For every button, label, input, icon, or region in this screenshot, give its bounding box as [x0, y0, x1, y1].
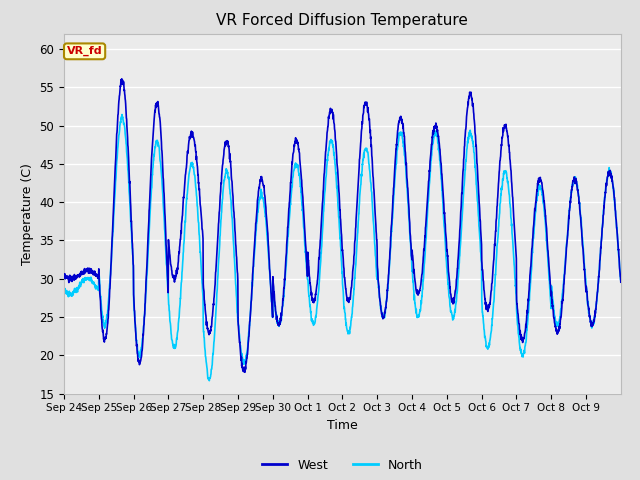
- West: [116, 92, 124, 98]
- West: [60, 271, 68, 277]
- North: [617, 277, 625, 283]
- West: [236, 343, 244, 348]
- X-axis label: Time: Time: [327, 419, 358, 432]
- North: [542, 228, 550, 234]
- North: [60, 287, 68, 292]
- Line: North: North: [64, 115, 621, 381]
- Title: VR Forced Diffusion Temperature: VR Forced Diffusion Temperature: [216, 13, 468, 28]
- West: [609, 185, 617, 191]
- North: [376, 300, 384, 305]
- North: [118, 112, 126, 118]
- North: [609, 184, 617, 190]
- West: [241, 370, 249, 375]
- Y-axis label: Temperature (C): Temperature (C): [21, 163, 34, 264]
- North: [116, 127, 124, 132]
- North: [205, 378, 213, 384]
- West: [542, 218, 550, 224]
- Text: VR_fd: VR_fd: [67, 46, 102, 57]
- West: [511, 227, 518, 232]
- West: [118, 76, 125, 82]
- Line: West: West: [64, 79, 621, 372]
- West: [376, 299, 384, 305]
- West: [617, 279, 625, 285]
- Legend: West, North: West, North: [257, 454, 428, 477]
- North: [511, 264, 518, 270]
- North: [236, 343, 244, 348]
